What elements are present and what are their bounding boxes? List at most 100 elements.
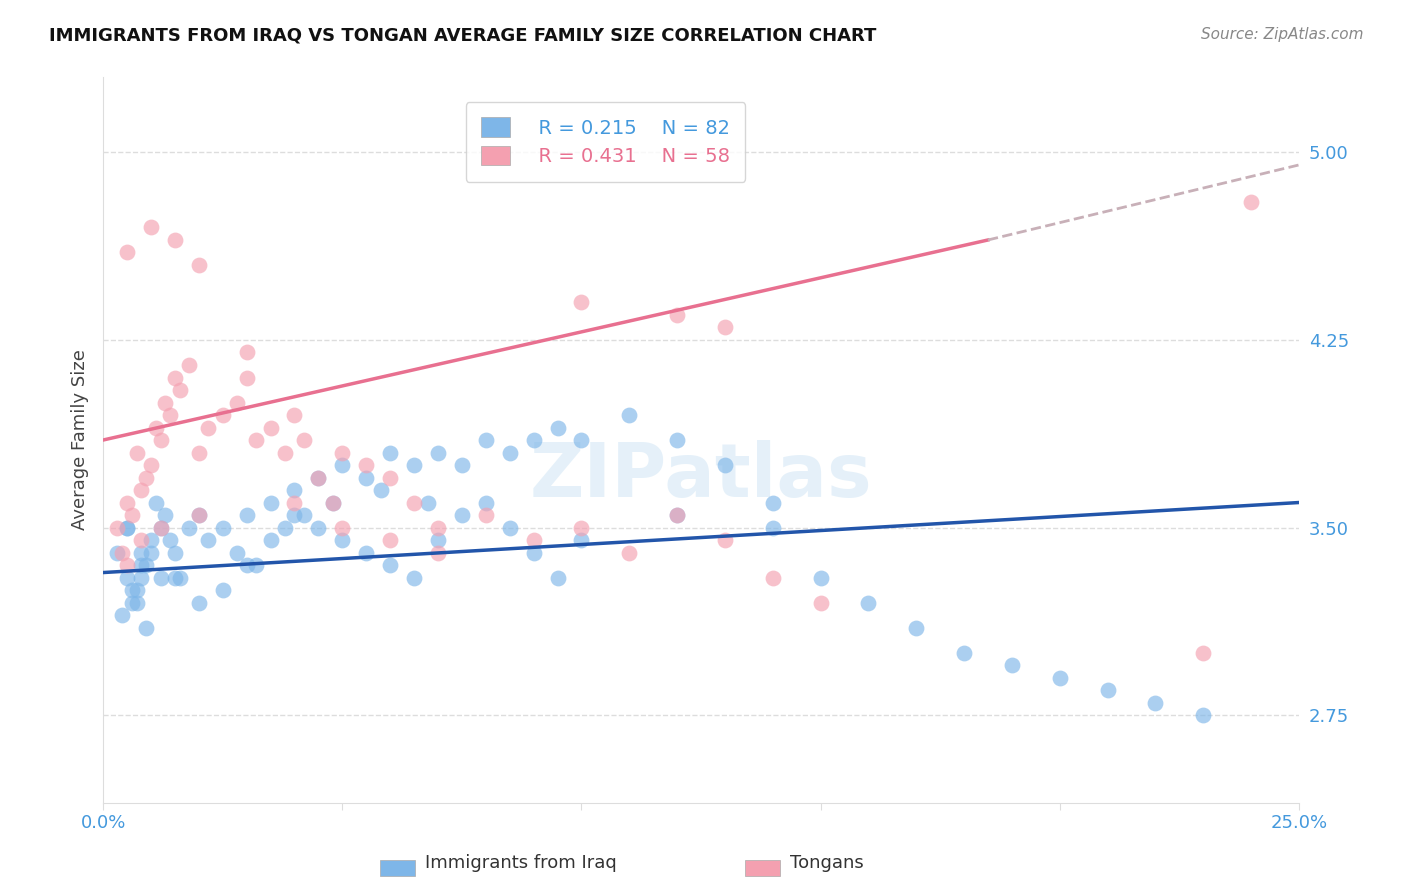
Point bbox=[523, 545, 546, 559]
Point bbox=[283, 495, 305, 509]
Text: ZIPatlas: ZIPatlas bbox=[530, 440, 872, 513]
Point bbox=[474, 508, 496, 522]
Point bbox=[139, 458, 162, 472]
Point bbox=[131, 558, 153, 572]
Point bbox=[163, 570, 186, 584]
Point bbox=[762, 570, 785, 584]
Point bbox=[666, 508, 689, 522]
Point bbox=[274, 520, 297, 534]
Point bbox=[131, 545, 153, 559]
Point bbox=[571, 520, 593, 534]
Y-axis label: Average Family Size: Average Family Size bbox=[72, 350, 89, 531]
Point bbox=[169, 570, 191, 584]
Point bbox=[187, 508, 209, 522]
Point bbox=[953, 646, 976, 660]
Point bbox=[139, 533, 162, 547]
Point bbox=[666, 433, 689, 447]
Point bbox=[149, 570, 172, 584]
Point bbox=[474, 433, 496, 447]
Point bbox=[135, 558, 157, 572]
Point bbox=[547, 570, 569, 584]
Text: Tongans: Tongans bbox=[790, 855, 863, 872]
Point bbox=[179, 520, 201, 534]
Point bbox=[571, 295, 593, 310]
Point bbox=[283, 408, 305, 422]
Point bbox=[1097, 683, 1119, 698]
Point bbox=[259, 420, 281, 434]
Point bbox=[330, 445, 353, 459]
Point bbox=[169, 383, 191, 397]
Point bbox=[197, 420, 219, 434]
Point bbox=[450, 458, 472, 472]
Point bbox=[571, 433, 593, 447]
Point bbox=[370, 483, 392, 497]
Point bbox=[354, 458, 377, 472]
Point bbox=[1240, 195, 1263, 210]
Point bbox=[111, 545, 134, 559]
Point bbox=[714, 533, 737, 547]
Point bbox=[121, 596, 143, 610]
Point bbox=[139, 545, 162, 559]
Point bbox=[235, 558, 257, 572]
Point bbox=[125, 582, 148, 597]
Point bbox=[330, 533, 353, 547]
Point bbox=[474, 495, 496, 509]
Point bbox=[523, 433, 546, 447]
Point bbox=[666, 508, 689, 522]
Point bbox=[179, 358, 201, 372]
Point bbox=[125, 445, 148, 459]
Point bbox=[115, 520, 138, 534]
Point bbox=[235, 370, 257, 384]
Point bbox=[283, 483, 305, 497]
Point bbox=[163, 370, 186, 384]
Point bbox=[197, 533, 219, 547]
Point bbox=[322, 495, 344, 509]
Point bbox=[187, 596, 209, 610]
Point bbox=[226, 395, 249, 409]
Point bbox=[426, 520, 449, 534]
Point bbox=[292, 433, 315, 447]
Point bbox=[498, 520, 520, 534]
Point bbox=[402, 495, 425, 509]
Point bbox=[159, 533, 181, 547]
Point bbox=[155, 508, 177, 522]
Point bbox=[666, 308, 689, 322]
Text: Immigrants from Iraq: Immigrants from Iraq bbox=[425, 855, 616, 872]
Point bbox=[245, 558, 267, 572]
Point bbox=[330, 520, 353, 534]
Point bbox=[131, 483, 153, 497]
Point bbox=[187, 258, 209, 272]
Point bbox=[307, 470, 329, 484]
Point bbox=[155, 395, 177, 409]
Point bbox=[1192, 646, 1215, 660]
Point bbox=[378, 558, 401, 572]
Point bbox=[714, 458, 737, 472]
Point bbox=[523, 533, 546, 547]
Text: Source: ZipAtlas.com: Source: ZipAtlas.com bbox=[1201, 27, 1364, 42]
Point bbox=[131, 570, 153, 584]
Point bbox=[1001, 658, 1024, 673]
Point bbox=[905, 621, 928, 635]
Point bbox=[810, 596, 832, 610]
Point bbox=[378, 470, 401, 484]
Point bbox=[619, 408, 641, 422]
Point bbox=[115, 520, 138, 534]
Point bbox=[330, 458, 353, 472]
Point bbox=[135, 621, 157, 635]
Point bbox=[211, 582, 233, 597]
Point bbox=[858, 596, 880, 610]
Point bbox=[115, 245, 138, 260]
Point bbox=[149, 520, 172, 534]
Point bbox=[211, 520, 233, 534]
Point bbox=[1192, 708, 1215, 723]
Point bbox=[187, 508, 209, 522]
Point bbox=[135, 470, 157, 484]
Point bbox=[547, 420, 569, 434]
Point bbox=[498, 445, 520, 459]
Point bbox=[402, 458, 425, 472]
Point bbox=[418, 495, 440, 509]
Point bbox=[211, 408, 233, 422]
Point bbox=[187, 445, 209, 459]
Point bbox=[115, 558, 138, 572]
Point bbox=[131, 533, 153, 547]
